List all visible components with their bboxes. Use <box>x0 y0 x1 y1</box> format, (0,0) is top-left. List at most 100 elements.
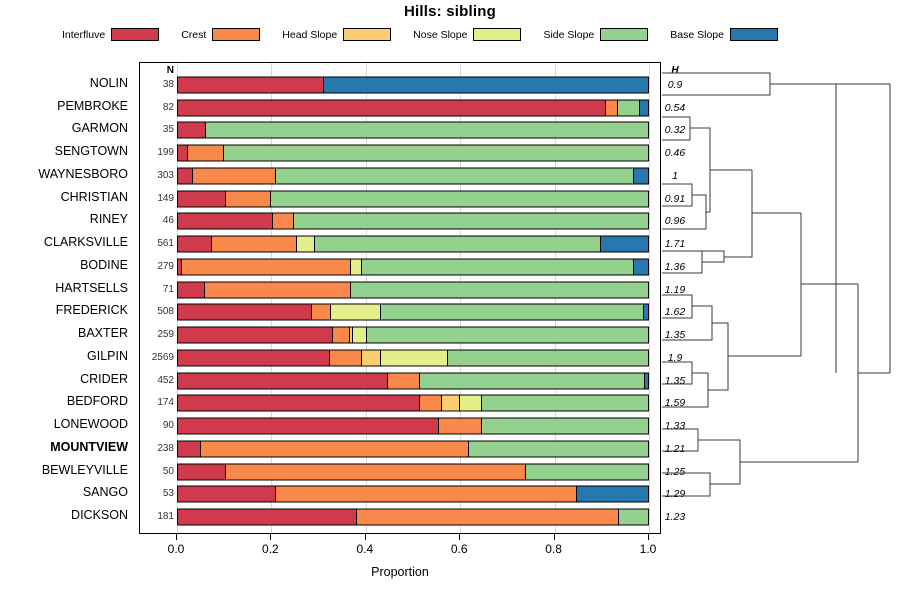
bar-segment-crest[interactable] <box>419 395 443 411</box>
stacked-bar[interactable] <box>177 121 649 139</box>
bar-segment-side-slope[interactable] <box>275 168 634 184</box>
bar-segment-nose-slope[interactable] <box>459 395 483 411</box>
bar-segment-base-slope[interactable] <box>634 259 648 275</box>
bar-segment-side-slope[interactable] <box>366 327 648 343</box>
stacked-bar[interactable] <box>177 167 649 185</box>
bar-row[interactable]: 71 1.19 <box>140 279 685 301</box>
bar-segment-interfluve[interactable] <box>178 77 325 93</box>
bar-row[interactable]: 174 1.59 <box>140 392 685 414</box>
stacked-bar[interactable] <box>177 349 649 367</box>
bar-segment-interfluve[interactable] <box>178 168 194 184</box>
bar-segment-interfluve[interactable] <box>178 282 206 298</box>
stacked-bar[interactable] <box>177 144 649 162</box>
bar-segment-base-slope[interactable] <box>324 77 648 93</box>
bar-segment-nose-slope[interactable] <box>296 236 315 252</box>
bar-segment-interfluve[interactable] <box>178 327 333 343</box>
stacked-bar[interactable] <box>177 417 649 435</box>
bar-segment-side-slope[interactable] <box>314 236 602 252</box>
bar-segment-side-slope[interactable] <box>469 441 649 457</box>
bar-segment-side-slope[interactable] <box>481 418 648 434</box>
bar-row[interactable]: 303 1 <box>140 165 678 187</box>
bar-segment-base-slope[interactable] <box>577 486 648 502</box>
bar-segment-side-slope[interactable] <box>351 282 648 298</box>
bar-segment-side-slope[interactable] <box>526 464 648 480</box>
bar-segment-nose-slope[interactable] <box>351 259 363 275</box>
bar-row[interactable]: 50 1.25 <box>140 460 685 482</box>
bar-row[interactable]: 90 1.33 <box>140 415 685 437</box>
bar-segment-crest[interactable] <box>193 168 276 184</box>
bar-segment-interfluve[interactable] <box>178 213 273 229</box>
bar-row[interactable]: 452 1.35 <box>140 369 685 391</box>
bar-row[interactable]: 2569 1.9 <box>140 347 682 369</box>
bar-segment-crest[interactable] <box>388 373 420 389</box>
stacked-bar[interactable] <box>177 508 649 526</box>
bar-segment-crest[interactable] <box>182 259 352 275</box>
bar-segment-base-slope[interactable] <box>633 168 648 184</box>
bar-row[interactable]: 199 0.46 <box>140 142 685 164</box>
stacked-bar[interactable] <box>177 76 649 94</box>
stacked-bar[interactable] <box>177 303 649 321</box>
stacked-bar[interactable] <box>177 372 649 390</box>
bar-segment-crest[interactable] <box>332 327 351 343</box>
bar-segment-crest[interactable] <box>276 486 578 502</box>
bar-segment-head-slope[interactable] <box>350 327 353 343</box>
bar-segment-nose-slope[interactable] <box>381 350 448 366</box>
bar-segment-side-slope[interactable] <box>447 350 648 366</box>
bar-row[interactable]: 38 0.9 <box>140 74 682 96</box>
bar-segment-crest[interactable] <box>438 418 482 434</box>
bar-segment-crest[interactable] <box>356 509 619 525</box>
stacked-bar[interactable] <box>177 212 649 230</box>
stacked-bar[interactable] <box>177 258 649 276</box>
bar-segment-side-slope[interactable] <box>205 122 648 138</box>
bar-row[interactable]: 35 0.32 <box>140 119 685 141</box>
bar-segment-interfluve[interactable] <box>178 145 189 161</box>
bar-segment-head-slope[interactable] <box>361 350 382 366</box>
bar-segment-interfluve[interactable] <box>178 350 331 366</box>
bar-segment-crest[interactable] <box>272 213 294 229</box>
bar-segment-interfluve[interactable] <box>178 441 201 457</box>
bar-segment-crest[interactable] <box>205 282 352 298</box>
bar-row[interactable]: 508 1.62 <box>140 301 685 323</box>
stacked-bar[interactable] <box>177 99 649 117</box>
bar-segment-interfluve[interactable] <box>178 191 226 207</box>
bar-row[interactable]: 259 1.35 <box>140 324 685 346</box>
legend-item[interactable]: Nose Slope <box>413 28 543 41</box>
bar-segment-interfluve[interactable] <box>178 100 607 116</box>
bar-segment-side-slope[interactable] <box>224 145 648 161</box>
bar-segment-interfluve[interactable] <box>178 122 206 138</box>
bar-segment-interfluve[interactable] <box>178 486 277 502</box>
bar-segment-side-slope[interactable] <box>271 191 648 207</box>
legend-item[interactable]: Head Slope <box>282 28 413 41</box>
bar-segment-crest[interactable] <box>311 304 332 320</box>
stacked-bar[interactable] <box>177 190 649 208</box>
bar-row[interactable]: 279 1.36 <box>140 256 685 278</box>
bar-segment-crest[interactable] <box>211 236 297 252</box>
stacked-bar[interactable] <box>177 463 649 481</box>
bar-segment-interfluve[interactable] <box>178 418 439 434</box>
bar-segment-side-slope[interactable] <box>419 373 645 389</box>
bar-segment-crest[interactable] <box>188 145 225 161</box>
bar-row[interactable]: 181 1.23 <box>140 506 685 528</box>
bar-segment-base-slope[interactable] <box>644 373 648 389</box>
bar-segment-crest[interactable] <box>330 350 362 366</box>
stacked-bar[interactable] <box>177 485 649 503</box>
bar-row[interactable]: 82 0.54 <box>140 97 685 119</box>
bar-segment-nose-slope[interactable] <box>331 304 382 320</box>
legend-item[interactable]: Interfluve <box>62 28 181 41</box>
legend-item[interactable]: Base Slope <box>670 28 800 41</box>
bar-segment-crest[interactable] <box>225 464 527 480</box>
bar-row[interactable]: 149 0.91 <box>140 188 685 210</box>
stacked-bar[interactable] <box>177 440 649 458</box>
bar-segment-side-slope[interactable] <box>362 259 634 275</box>
bar-segment-head-slope[interactable] <box>442 395 460 411</box>
bar-segment-nose-slope[interactable] <box>352 327 367 343</box>
bar-row[interactable]: 53 1.29 <box>140 483 685 505</box>
bar-segment-side-slope[interactable] <box>617 100 641 116</box>
bar-segment-crest[interactable] <box>225 191 272 207</box>
bar-segment-side-slope[interactable] <box>293 213 648 229</box>
stacked-bar[interactable] <box>177 394 649 412</box>
bar-segment-interfluve[interactable] <box>178 373 389 389</box>
bar-segment-interfluve[interactable] <box>178 395 420 411</box>
bar-row[interactable]: 238 1.21 <box>140 438 685 460</box>
legend-item[interactable]: Crest <box>181 28 282 41</box>
